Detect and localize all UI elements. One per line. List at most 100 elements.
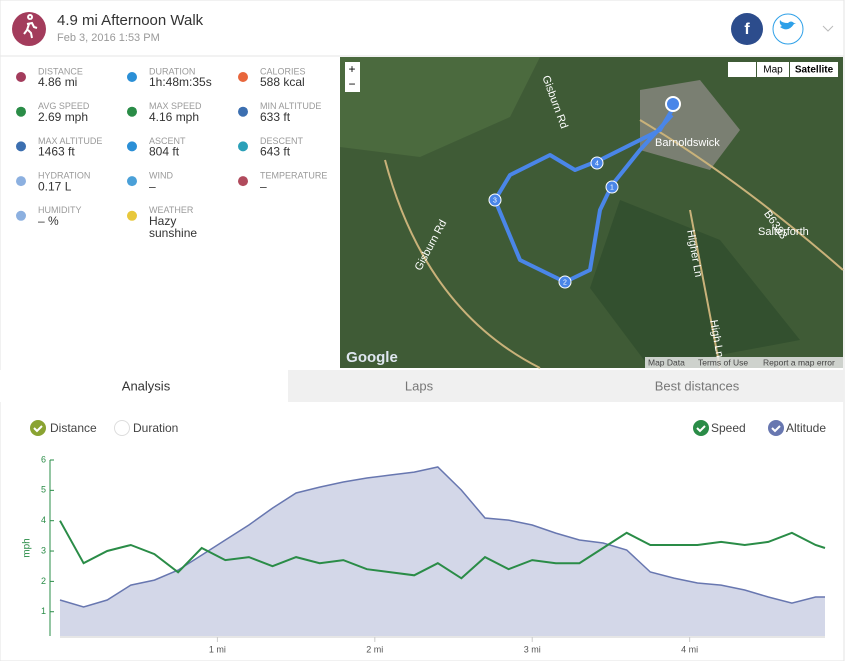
map-button[interactable] [757,62,789,77]
stat-icon [16,106,26,117]
map-footer-link[interactable]: Terms of Use [698,357,748,367]
field [340,57,540,157]
area [60,467,825,636]
x-tick-label: 2 mi [366,644,383,654]
stat-label: WEATHER [149,205,194,215]
activity-icon [12,12,46,46]
stat-value: 588 kcal [260,75,305,89]
stat-value: 1463 ft [38,145,75,159]
stat-icon [127,72,137,82]
y-tick-label: 4 [41,515,46,525]
legend-check [768,420,784,436]
stat-label: DISTANCE [38,66,83,76]
stat-value: – % [38,214,59,228]
zoom-out[interactable]: − [348,77,355,91]
stat-label: DESCENT [260,136,304,146]
stat-icon [16,72,26,82]
stat-label: MAX SPEED [149,101,202,111]
check [33,425,43,433]
stat-value: 643 ft [260,145,291,159]
fullscreen[interactable] [728,62,756,77]
map-footer [645,357,843,368]
town [640,80,740,170]
x-mode[interactable]: Distance [50,421,97,435]
y-tick-label: 3 [41,545,46,555]
route-marker-label: 4 [595,160,599,167]
stat-label: HYDRATION [38,170,90,180]
route-marker [558,275,572,289]
y-axis-label: mph [22,538,33,557]
check [696,425,706,433]
stat-label: MAX ALTITUDE [38,136,102,146]
map-footer-link[interactable]: Map Data [648,357,685,367]
x-tick-label: 3 mi [524,644,541,654]
chart: mph 1 2 3 4 5 6 1 mi 2 mi 3 mi 4 mi Speed Altitude [22,420,826,654]
map-footer-link[interactable]: Report a map error [763,357,835,367]
stat-value: 1h:48m:35s [149,75,212,89]
stat-icon [127,106,137,117]
legend-label[interactable]: Altitude [786,421,826,435]
satellite-button[interactable] [790,62,838,77]
expand-chevron[interactable] [822,25,834,32]
radio[interactable] [114,420,130,436]
stat-icon [127,141,137,152]
tab[interactable] [288,370,844,402]
stat-value: – [149,179,156,193]
y-tick-label: 1 [41,606,46,616]
place-label: Salterforth [758,226,809,238]
series-line [59,520,826,580]
route-marker [488,193,502,207]
stat-icon [238,176,248,187]
route-marker-label: 1 [610,184,614,191]
stat-label: WIND [149,170,173,180]
stat-icon [16,176,26,187]
y-tick-label: 6 [41,454,46,464]
stat-icon [16,210,26,221]
radio-checked[interactable] [30,420,46,436]
route-marker [590,156,604,170]
stat-value: 633 ft [260,110,291,124]
stat-icon [127,176,137,187]
tab-label[interactable]: Laps [405,378,434,393]
tab-active[interactable] [0,370,288,402]
stat-icon [127,210,137,221]
map-mode[interactable]: Satellite [795,65,834,76]
stat-value: 0.17 L [38,179,72,193]
tab-label[interactable]: Best distances [655,378,740,393]
activity-title: 4.9 mi Afternoon Walk [57,12,204,29]
facebook-button[interactable] [731,13,763,45]
x-mode[interactable]: Duration [133,421,178,435]
stat-label: TEMPERATURE [260,170,327,180]
stat-value: 804 ft [149,145,180,159]
tab-label[interactable]: Analysis [122,378,171,393]
walk-glyph [23,14,38,39]
route-marker-label: 3 [493,197,497,204]
stat-label: HUMIDITY [38,205,82,215]
zoom-control[interactable] [345,62,360,92]
route-marker-label: 2 [563,279,567,286]
stat-value: – [260,179,267,193]
stat-value: Hazy sunshine [149,214,197,240]
stat-icon [16,141,26,152]
stat-label: AVG SPEED [38,101,90,111]
check [771,425,781,433]
activity-date: Feb 3, 2016 1:53 PM [57,32,160,44]
google-logo: Google [346,349,398,366]
stat-icon [238,141,248,152]
map-mode[interactable]: Map [763,65,783,76]
route-marker [605,180,619,194]
x-tick-label: 1 mi [209,644,226,654]
zoom-in[interactable]: + [348,62,355,76]
stat-label: MIN ALTITUDE [260,101,321,111]
field [590,200,800,368]
stat-value: 4.16 mph [149,110,199,124]
place-label: Barnoldswick [655,137,720,149]
stat-value: 2.69 mph [38,110,88,124]
twitter-glyph [779,20,796,30]
stat-label: ASCENT [149,136,186,146]
legend-label[interactable]: Speed [711,421,746,435]
stat-icon [238,72,248,82]
x-tick-label: 4 mi [681,644,698,654]
